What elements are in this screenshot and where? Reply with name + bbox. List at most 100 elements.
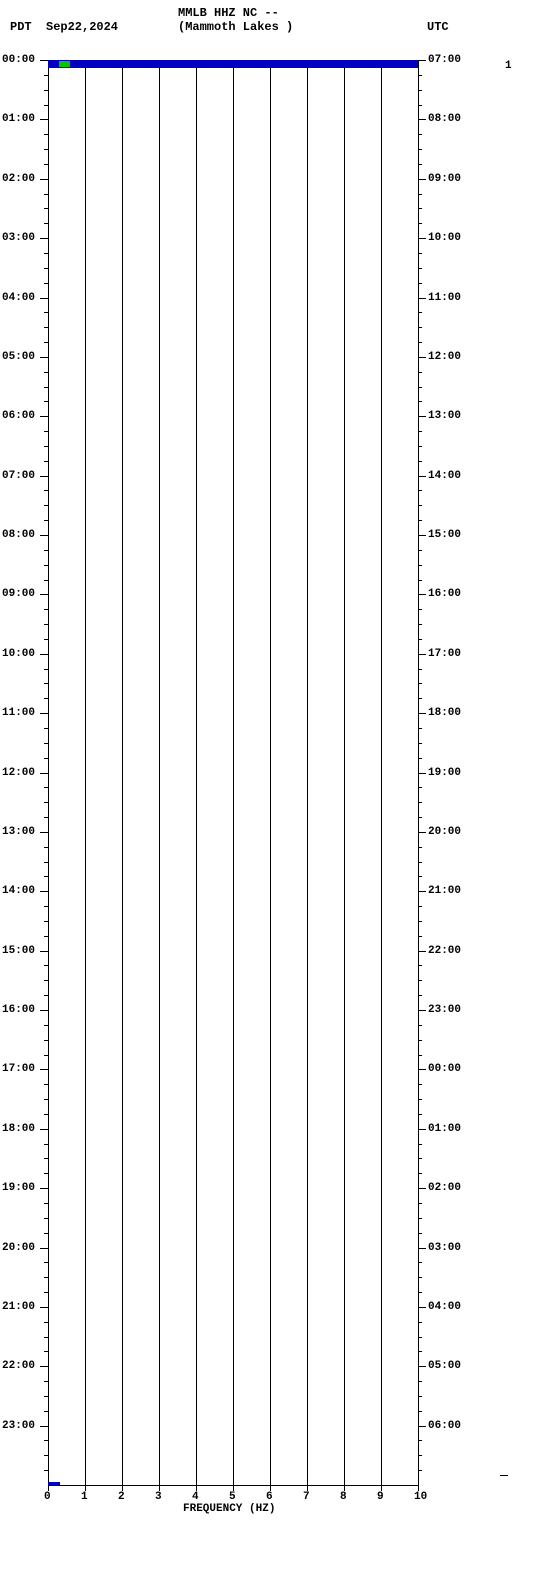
marker-right: 1 xyxy=(505,60,512,72)
right-minor-tick xyxy=(418,75,422,76)
left-minor-tick xyxy=(44,431,48,432)
left-minor-tick xyxy=(44,743,48,744)
tz-right-label: UTC xyxy=(427,20,449,34)
x-tick-label: 8 xyxy=(340,1491,347,1503)
left-minor-tick xyxy=(44,1173,48,1174)
left-major-tick xyxy=(40,1188,48,1189)
left-minor-tick xyxy=(44,1099,48,1100)
left-major-tick xyxy=(40,119,48,120)
right-minor-tick xyxy=(418,965,422,966)
x-tick-label: 5 xyxy=(229,1491,236,1503)
left-minor-tick xyxy=(44,1158,48,1159)
left-minor-tick xyxy=(44,1337,48,1338)
right-minor-tick xyxy=(418,669,422,670)
right-minor-tick xyxy=(418,1277,422,1278)
x-gridline xyxy=(122,60,123,1485)
right-major-tick xyxy=(418,298,426,299)
date-label: Sep22,2024 xyxy=(46,20,118,34)
right-minor-tick xyxy=(418,1292,422,1293)
right-minor-tick xyxy=(418,980,422,981)
right-minor-tick xyxy=(418,787,422,788)
right-minor-tick xyxy=(418,1322,422,1323)
left-minor-tick xyxy=(44,253,48,254)
x-gridline xyxy=(270,60,271,1485)
right-major-tick xyxy=(418,773,426,774)
right-minor-tick xyxy=(418,758,422,759)
right-major-tick xyxy=(418,60,426,61)
right-minor-tick xyxy=(418,1144,422,1145)
left-minor-tick xyxy=(44,1144,48,1145)
right-major-tick xyxy=(418,1010,426,1011)
right-minor-tick xyxy=(418,253,422,254)
left-minor-tick xyxy=(44,906,48,907)
left-minor-tick xyxy=(44,728,48,729)
left-minor-tick xyxy=(44,505,48,506)
right-time-label: 04:00 xyxy=(428,1301,461,1313)
right-minor-tick xyxy=(418,728,422,729)
x-tick-label: 1 xyxy=(81,1491,88,1503)
left-minor-tick xyxy=(44,787,48,788)
left-minor-tick xyxy=(44,1292,48,1293)
data-band-main xyxy=(48,60,418,68)
left-major-tick xyxy=(40,298,48,299)
right-minor-tick xyxy=(418,1055,422,1056)
right-minor-tick xyxy=(418,283,422,284)
left-time-label: 00:00 xyxy=(2,54,35,66)
left-minor-tick xyxy=(44,1218,48,1219)
left-minor-tick xyxy=(44,1351,48,1352)
left-minor-tick xyxy=(44,1203,48,1204)
right-minor-tick xyxy=(418,1233,422,1234)
left-minor-tick xyxy=(44,1277,48,1278)
right-minor-tick xyxy=(418,1084,422,1085)
left-time-label: 12:00 xyxy=(2,767,35,779)
right-minor-tick xyxy=(418,1440,422,1441)
left-minor-tick xyxy=(44,342,48,343)
right-time-label: 11:00 xyxy=(428,292,461,304)
left-major-tick xyxy=(40,60,48,61)
right-time-label: 16:00 xyxy=(428,588,461,600)
right-minor-tick xyxy=(418,461,422,462)
left-minor-tick xyxy=(44,624,48,625)
left-minor-tick xyxy=(44,327,48,328)
right-minor-tick xyxy=(418,1455,422,1456)
left-minor-tick xyxy=(44,134,48,135)
x-gridline xyxy=(307,60,308,1485)
right-minor-tick xyxy=(418,1114,422,1115)
right-minor-tick xyxy=(418,639,422,640)
right-major-tick xyxy=(418,1188,426,1189)
left-minor-tick xyxy=(44,1396,48,1397)
right-minor-tick xyxy=(418,906,422,907)
x-axis-title: FREQUENCY (HZ) xyxy=(183,1503,275,1515)
right-minor-tick xyxy=(418,1411,422,1412)
right-minor-tick xyxy=(418,490,422,491)
right-major-tick xyxy=(418,832,426,833)
left-time-label: 04:00 xyxy=(2,292,35,304)
right-minor-tick xyxy=(418,505,422,506)
left-minor-tick xyxy=(44,965,48,966)
right-major-tick xyxy=(418,1366,426,1367)
right-time-label: 05:00 xyxy=(428,1360,461,1372)
right-minor-tick xyxy=(418,134,422,135)
left-minor-tick xyxy=(44,683,48,684)
right-dash xyxy=(500,1475,508,1476)
left-minor-tick xyxy=(44,847,48,848)
left-minor-tick xyxy=(44,446,48,447)
left-minor-tick xyxy=(44,401,48,402)
right-minor-tick xyxy=(418,149,422,150)
left-minor-tick xyxy=(44,669,48,670)
left-minor-tick xyxy=(44,1040,48,1041)
right-minor-tick xyxy=(418,342,422,343)
x-gridline xyxy=(196,60,197,1485)
left-minor-tick xyxy=(44,520,48,521)
right-major-tick xyxy=(418,594,426,595)
left-major-tick xyxy=(40,594,48,595)
left-time-label: 20:00 xyxy=(2,1242,35,1254)
left-time-label: 07:00 xyxy=(2,470,35,482)
right-minor-tick xyxy=(418,683,422,684)
left-minor-tick xyxy=(44,1411,48,1412)
right-minor-tick xyxy=(418,1203,422,1204)
left-minor-tick xyxy=(44,1055,48,1056)
left-time-label: 19:00 xyxy=(2,1182,35,1194)
right-minor-tick xyxy=(418,743,422,744)
right-major-tick xyxy=(418,1069,426,1070)
